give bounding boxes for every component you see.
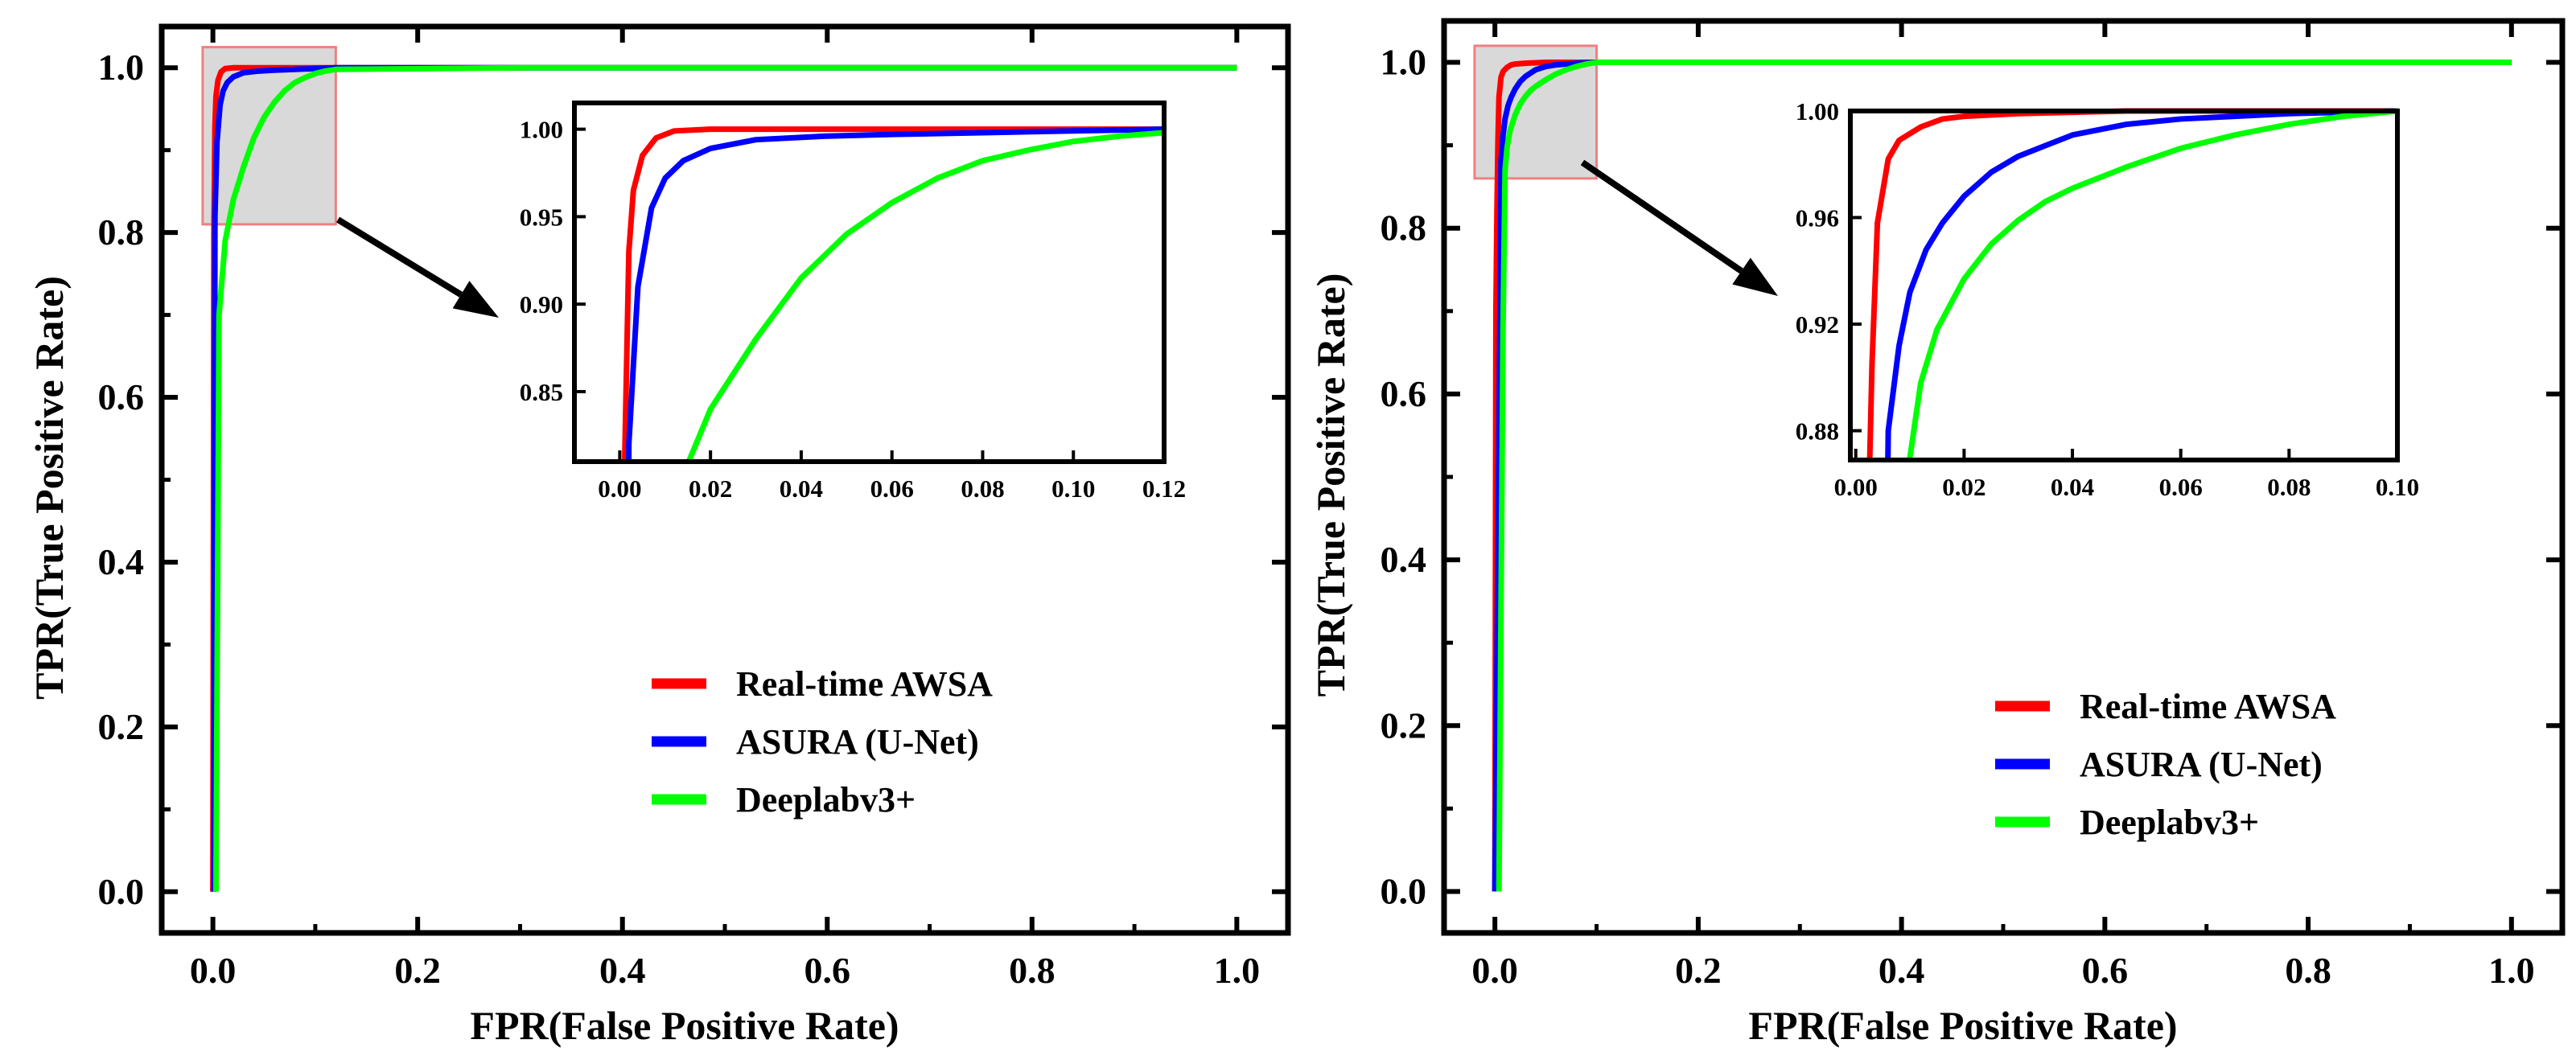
x-tick-label: 0.4 — [1879, 950, 1925, 991]
x-tick-label: 0.8 — [2285, 950, 2331, 991]
y-tick-label: 0.4 — [98, 541, 145, 582]
x-tick-label: 1.0 — [1214, 950, 1261, 991]
y-axis-title: TPR(True Positive Rate) — [1308, 273, 1353, 697]
inset-y-tick-label: 0.90 — [520, 290, 563, 318]
y-tick-label: 0.4 — [1381, 539, 1427, 580]
series-line-0 — [1492, 60, 2512, 892]
inset-x-tick-label: 0.06 — [870, 474, 914, 503]
x-axis-title: FPR(False Positive Rate) — [470, 1003, 899, 1048]
inset-y-tick-label: 1.00 — [1796, 97, 1839, 125]
x-tick-label: 0.0 — [190, 950, 237, 991]
y-tick-label: 0.8 — [1381, 207, 1427, 249]
y-tick-label: 0.0 — [98, 871, 145, 912]
inset-y-tick-label: 0.95 — [520, 203, 563, 231]
inset-x-tick-label: 0.00 — [1834, 473, 1878, 501]
y-tick-label: 0.8 — [98, 212, 145, 253]
inset-x-tick-label: 0.10 — [1051, 474, 1095, 503]
inset-y-tick-label: 0.96 — [1796, 204, 1839, 232]
inset-x-tick-label: 0.02 — [689, 474, 732, 503]
legend: Real-time AWSA ASURA (U-Net) Deeplabv3+ — [1995, 687, 2336, 842]
inset-x-tick-label: 0.02 — [1942, 473, 1985, 501]
inset-background — [574, 103, 1164, 462]
zoom-arrow-line — [335, 216, 463, 298]
y-tick-label: 0.6 — [98, 376, 145, 417]
legend-label-0: Real-time AWSA — [736, 664, 993, 704]
y-tick-label: 0.6 — [1381, 373, 1427, 414]
x-tick-label: 0.6 — [804, 950, 851, 991]
inset-x-tick-label: 0.08 — [961, 474, 1004, 503]
x-tick-label: 0.4 — [599, 950, 646, 991]
series-line-1 — [1492, 60, 2512, 892]
x-tick-label: 0.8 — [1009, 950, 1056, 991]
inset-x-tick-label: 0.04 — [780, 474, 823, 503]
y-tick-label: 0.2 — [1381, 705, 1427, 746]
legend: Real-time AWSA ASURA (U-Net) Deeplabv3+ — [652, 664, 993, 820]
inset-y-tick-label: 0.92 — [1796, 310, 1839, 339]
x-tick-label: 0.2 — [394, 950, 441, 991]
y-tick-label: 1.0 — [98, 47, 145, 88]
y-axis-title: TPR(True Positive Rate) — [27, 276, 72, 700]
legend-label-2: Deeplabv3+ — [2080, 803, 2259, 842]
legend-label-2: Deeplabv3+ — [736, 780, 916, 820]
inset-x-tick-label: 0.10 — [2376, 473, 2419, 501]
zoom-arrow-line — [1580, 159, 1743, 274]
inset-x-tick-label: 0.08 — [2267, 473, 2311, 501]
inset-frame — [572, 101, 1167, 464]
series-line-2 — [1496, 60, 2512, 892]
inset-x-tick-label: 0.06 — [2159, 473, 2203, 501]
y-tick-label: 0.2 — [98, 706, 145, 747]
x-tick-label: 0.0 — [1471, 950, 1518, 991]
zoom-arrow-head — [1732, 257, 1778, 296]
zoom-arrow-head — [452, 281, 499, 318]
roc-chart-left: 0.0 0.0 0.2 0.2 0.4 0.4 0.6 0.6 0.8 0.8 1.0 1.0 FPR(… — [27, 23, 1291, 1048]
inset-series-line-2 — [1907, 108, 2398, 461]
x-tick-label: 0.6 — [2082, 950, 2129, 991]
series-line-2 — [212, 64, 1237, 892]
inset-y-tick-label: 0.85 — [520, 378, 563, 406]
legend-label-1: ASURA (U-Net) — [2080, 745, 2323, 784]
inset-x-tick-label: 0.00 — [598, 474, 641, 503]
inset-y-tick-label: 0.88 — [1796, 417, 1839, 446]
inset-y-tick-label: 1.00 — [520, 116, 563, 144]
inset-x-tick-label: 0.12 — [1142, 474, 1186, 503]
x-tick-label: 0.2 — [1675, 950, 1722, 991]
inset-series-line-1 — [1885, 108, 2398, 461]
y-tick-label: 1.0 — [1381, 42, 1427, 83]
inset-series-line-0 — [621, 126, 1164, 462]
inset-series-line-2 — [685, 129, 1165, 463]
x-tick-label: 1.0 — [2488, 950, 2535, 991]
x-axis-title: FPR(False Positive Rate) — [1748, 1003, 2177, 1048]
inset-x-tick-label: 0.04 — [2051, 473, 2094, 501]
inset-series-line-1 — [626, 126, 1165, 462]
roc-chart-right: 0.0 0.0 0.2 0.2 0.4 0.4 0.6 0.6 0.8 0.8 1.0 1.0 FPR(… — [1308, 18, 2566, 1048]
legend-label-1: ASURA (U-Net) — [736, 722, 979, 762]
legend-label-0: Real-time AWSA — [2080, 687, 2336, 726]
inset-frame — [1848, 109, 2400, 462]
inset-background — [1850, 111, 2397, 460]
y-tick-label: 0.0 — [1381, 870, 1427, 911]
